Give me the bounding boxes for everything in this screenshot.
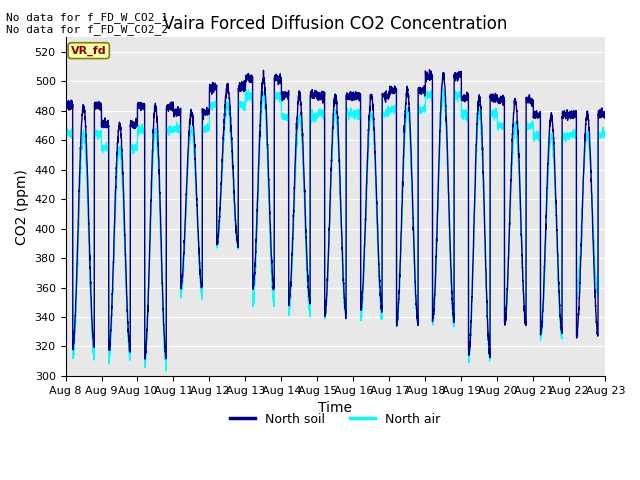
X-axis label: Time: Time	[318, 401, 353, 415]
Text: No data for f_FD_W_CO2_1
No data for f_FD_W_CO2_2: No data for f_FD_W_CO2_1 No data for f_F…	[6, 12, 168, 36]
Text: VR_fd: VR_fd	[71, 46, 106, 56]
Y-axis label: CO2 (ppm): CO2 (ppm)	[15, 168, 29, 245]
Title: Vaira Forced Diffusion CO2 Concentration: Vaira Forced Diffusion CO2 Concentration	[163, 15, 508, 33]
Legend: North soil, North air: North soil, North air	[225, 408, 445, 431]
